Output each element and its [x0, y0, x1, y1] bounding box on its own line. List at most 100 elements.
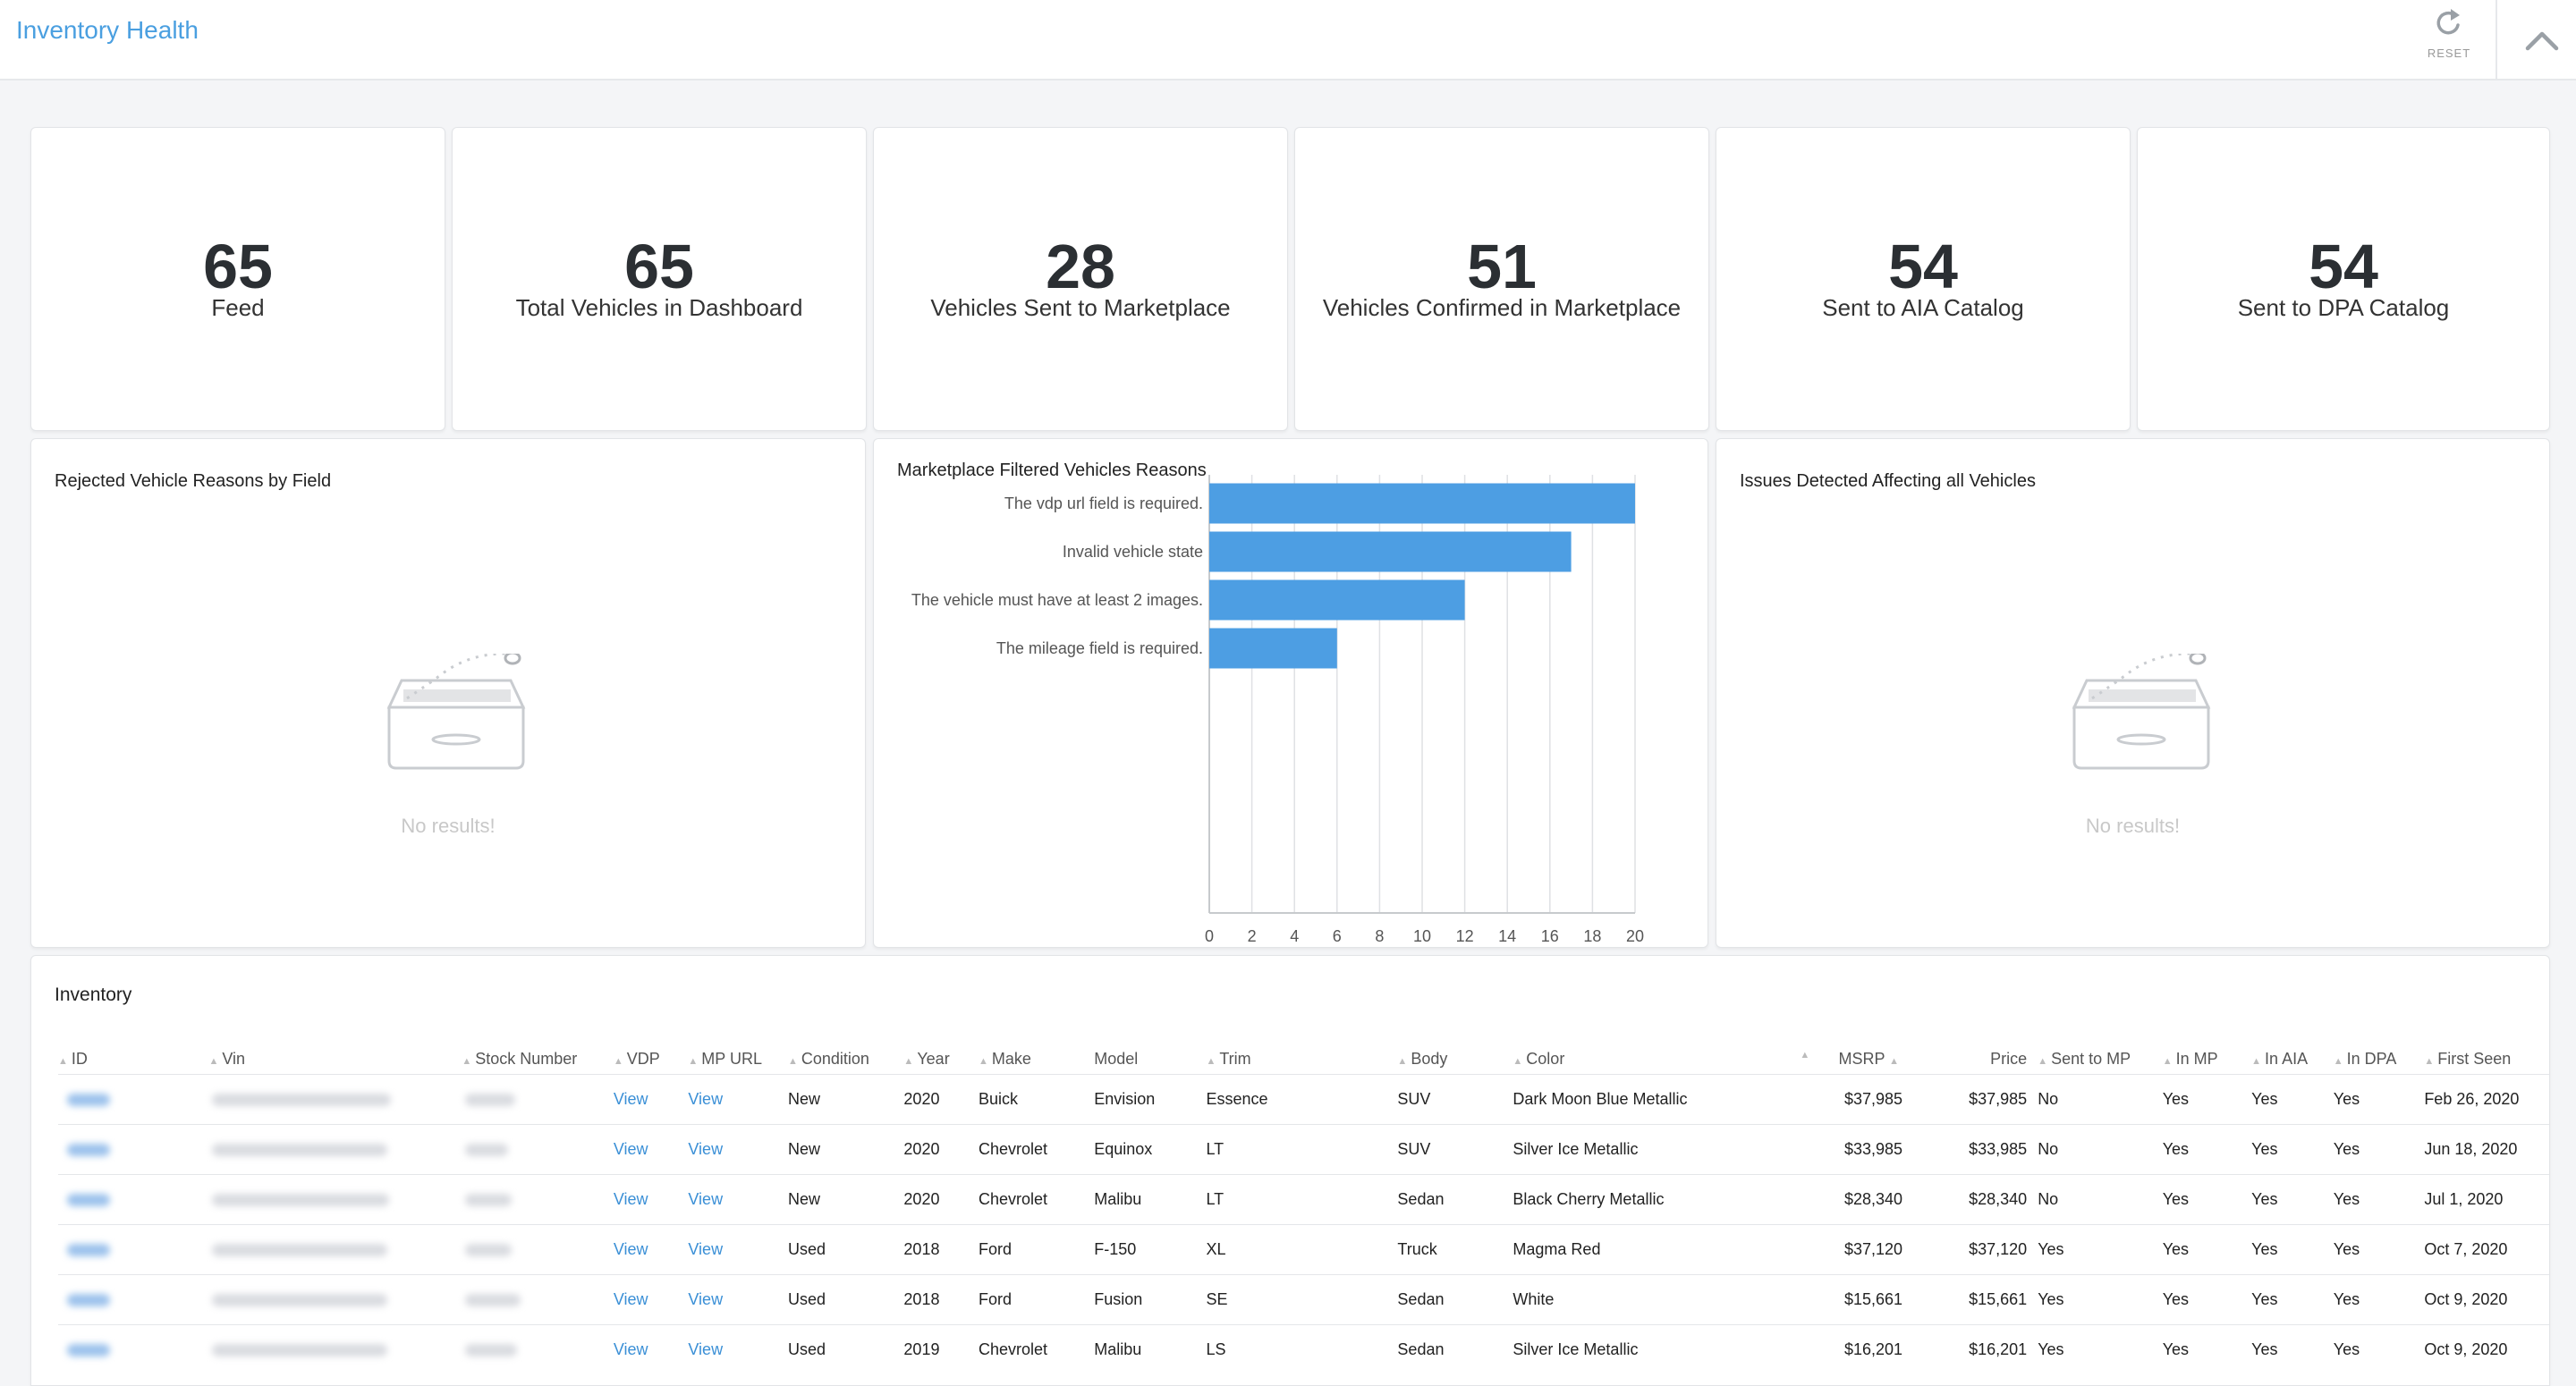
- column-header-id[interactable]: ▲ ID: [58, 1049, 88, 1068]
- column-header-first-seen[interactable]: ▲ First Seen: [2424, 1049, 2512, 1068]
- column-header-make[interactable]: ▲ Make: [978, 1049, 1031, 1068]
- column-header-vin[interactable]: ▲ Vin: [208, 1049, 246, 1068]
- cell-stock-number: [462, 1174, 614, 1225]
- cell-id[interactable]: [58, 1224, 209, 1275]
- mp-url-link[interactable]: View: [688, 1090, 724, 1108]
- column-header-body[interactable]: ▲ Body: [1397, 1049, 1448, 1068]
- column-header-in-dpa[interactable]: ▲ In DPA: [2333, 1049, 2397, 1068]
- cell-trim: LT: [1206, 1174, 1398, 1225]
- cell-id[interactable]: [58, 1124, 209, 1175]
- column-header-msrp[interactable]: MSRP ▲: [1838, 1049, 1900, 1068]
- cell-condition: Used: [787, 1224, 904, 1275]
- cell-condition: New: [787, 1074, 904, 1125]
- table-row[interactable]: View View New 2020 Chevrolet Malibu LT Sedan Bla…: [58, 1174, 2549, 1225]
- table-row[interactable]: View View New 2020 Buick Envision Essence SUV Da…: [58, 1074, 2549, 1125]
- kpi-card-total-vehicles: 65 Total Vehicles in Dashboard: [452, 127, 867, 431]
- cell-price: $37,120: [1913, 1224, 2038, 1275]
- column-header-in-aia[interactable]: ▲ In AIA: [2251, 1049, 2309, 1068]
- redacted-value: [465, 1294, 521, 1307]
- table-row[interactable]: View View New 2020 Chevrolet Equinox LT SUV Silv…: [58, 1124, 2549, 1175]
- table-row[interactable]: View View Used 2018 Ford Fusion SE Sedan White $1…: [58, 1274, 2549, 1325]
- cell-in-aia: Yes: [2251, 1124, 2334, 1175]
- cell-id[interactable]: [58, 1274, 209, 1325]
- mp-url-link[interactable]: View: [688, 1240, 724, 1258]
- x-tick-label: 10: [1413, 927, 1431, 945]
- cell-in-mp: Yes: [2162, 1324, 2252, 1374]
- cell-in-mp: Yes: [2162, 1074, 2252, 1125]
- category-label: Invalid vehicle state: [1063, 543, 1203, 561]
- bar: [1209, 628, 1337, 669]
- inventory-table: ▲ ID ▲ Vin ▲ Stock Number ▲ VDP ▲ MP URL ▲ Con…: [58, 1044, 2549, 1374]
- cell-msrp: $28,340: [1824, 1174, 1914, 1225]
- redacted-value: [212, 1244, 388, 1257]
- cell-id[interactable]: [58, 1174, 209, 1225]
- kpi-card-aia-catalog: 54 Sent to AIA Catalog: [1716, 127, 2131, 431]
- vdp-link[interactable]: View: [613, 1140, 648, 1158]
- redacted-value: [212, 1094, 392, 1107]
- cell-id[interactable]: [58, 1074, 209, 1125]
- column-header-trim[interactable]: ▲ Trim: [1206, 1049, 1251, 1068]
- x-tick-label: 12: [1456, 927, 1474, 945]
- redacted-value: [465, 1094, 516, 1107]
- column-header-sent-to-mp[interactable]: ▲ Sent to MP: [2038, 1049, 2131, 1068]
- cell-year: 2019: [903, 1324, 979, 1374]
- column-header-stock-number[interactable]: ▲ Stock Number: [462, 1049, 578, 1068]
- vdp-link[interactable]: View: [613, 1190, 648, 1208]
- cell-color: Black Cherry Metallic: [1513, 1174, 1825, 1225]
- vdp-link[interactable]: View: [613, 1240, 648, 1258]
- redacted-value: [67, 1294, 110, 1307]
- table-row[interactable]: View View Used 2019 Chevrolet Malibu LS Sedan Si…: [58, 1324, 2549, 1374]
- divider: [2496, 0, 2497, 79]
- x-tick-label: 14: [1498, 927, 1516, 945]
- column-header-mp-url[interactable]: ▲ MP URL: [688, 1049, 762, 1068]
- reset-icon: [2436, 9, 2460, 35]
- cell-first-seen: Oct 7, 2020: [2424, 1224, 2549, 1275]
- cell-msrp: $33,985: [1824, 1124, 1914, 1175]
- cell-year: 2020: [903, 1174, 979, 1225]
- column-header-year[interactable]: ▲ Year: [903, 1049, 950, 1068]
- cell-condition: New: [787, 1174, 904, 1225]
- column-header-vdp[interactable]: ▲ VDP: [613, 1049, 660, 1068]
- reset-label: RESET: [2427, 46, 2471, 60]
- cell-mp-url: View: [688, 1224, 788, 1275]
- mp-url-link[interactable]: View: [688, 1140, 724, 1158]
- redacted-value: [465, 1144, 509, 1157]
- cell-price: $15,661: [1913, 1274, 2038, 1325]
- kpi-label: Vehicles Sent to Marketplace: [930, 294, 1231, 321]
- cell-body: Sedan: [1397, 1274, 1513, 1325]
- cell-first-seen: Jun 18, 2020: [2424, 1124, 2549, 1175]
- column-header-model[interactable]: Model: [1094, 1049, 1139, 1068]
- redacted-value: [67, 1144, 110, 1157]
- kpi-value: 54: [1888, 232, 1958, 301]
- vdp-link[interactable]: View: [613, 1090, 648, 1108]
- vdp-link[interactable]: View: [613, 1340, 648, 1358]
- column-header-condition[interactable]: ▲ Condition: [787, 1049, 869, 1068]
- top-bar: Inventory Health RESET: [0, 0, 2576, 80]
- cell-in-dpa: Yes: [2333, 1224, 2425, 1275]
- inventory-title: Inventory: [55, 985, 132, 1005]
- cell-in-dpa: Yes: [2333, 1274, 2425, 1325]
- cell-price: $37,985: [1913, 1074, 2038, 1125]
- mp-url-link[interactable]: View: [688, 1190, 724, 1208]
- cell-id[interactable]: [58, 1324, 209, 1374]
- cell-in-aia: Yes: [2251, 1324, 2334, 1374]
- cell-trim: XL: [1206, 1224, 1398, 1275]
- cell-model: Fusion: [1094, 1274, 1207, 1325]
- column-header-price[interactable]: Price: [1990, 1049, 2028, 1068]
- mp-url-link[interactable]: View: [688, 1290, 724, 1308]
- kpi-label: Sent to AIA Catalog: [1822, 294, 2024, 321]
- column-header-color[interactable]: ▲ Color ▲: [1513, 1049, 1810, 1068]
- mp-url-link[interactable]: View: [688, 1340, 724, 1358]
- x-tick-label: 0: [1205, 927, 1214, 945]
- cell-in-dpa: Yes: [2333, 1074, 2425, 1125]
- cell-vin: [208, 1324, 462, 1374]
- reset-button[interactable]: RESET: [2415, 0, 2483, 79]
- cell-body: SUV: [1397, 1124, 1513, 1175]
- vdp-link[interactable]: View: [613, 1290, 648, 1308]
- collapse-button[interactable]: [2513, 13, 2571, 66]
- table-row[interactable]: View View Used 2018 Ford F-150 XL Truck Magma Re…: [58, 1224, 2549, 1275]
- cell-sent-to-mp: Yes: [2038, 1274, 2163, 1325]
- column-header-in-mp[interactable]: ▲ In MP: [2162, 1049, 2218, 1068]
- cell-sent-to-mp: Yes: [2038, 1224, 2163, 1275]
- redacted-value: [212, 1294, 388, 1307]
